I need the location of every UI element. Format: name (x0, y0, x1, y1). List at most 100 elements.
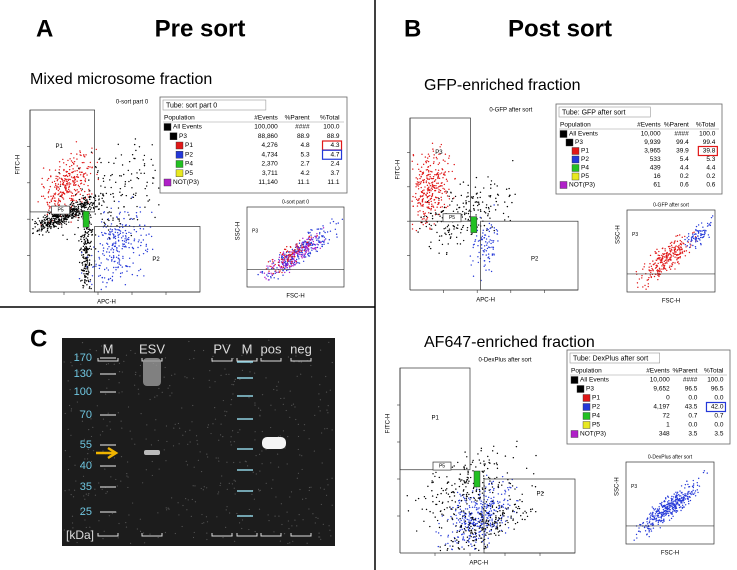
event-dot (53, 180, 56, 183)
event-dot (483, 463, 485, 465)
event-dot (126, 238, 128, 240)
table-cell: P2 (581, 156, 589, 163)
gel-noise (83, 438, 85, 440)
event-dot (439, 215, 441, 217)
gel-noise (219, 434, 222, 436)
gel-noise (84, 458, 86, 460)
gel-noise (322, 523, 324, 525)
event-dot (291, 262, 293, 265)
event-dot (450, 539, 453, 542)
event-dot (449, 506, 451, 508)
axis-label: APC-H (469, 561, 488, 567)
event-dot (524, 518, 526, 521)
event-dot (421, 508, 423, 510)
event-dot (424, 186, 426, 188)
event-dot (657, 510, 660, 512)
event-dot (498, 530, 501, 532)
population-swatch (571, 172, 580, 181)
event-dot (119, 230, 122, 232)
event-dot (439, 173, 441, 175)
gel-noise (189, 358, 191, 361)
event-dot (466, 456, 468, 458)
event-dot (438, 197, 440, 200)
event-dot (675, 505, 677, 508)
event-dot (84, 242, 87, 244)
event-dot (480, 500, 482, 502)
event-dot (652, 263, 655, 266)
event-dot (521, 493, 523, 495)
stats-table (566, 349, 731, 445)
event-dot (443, 183, 446, 186)
event-dot (284, 271, 286, 274)
table-cell: 4.4 (706, 165, 715, 172)
gel-noise (258, 453, 261, 455)
event-dot (427, 153, 430, 155)
table-cell: 96.5 (711, 386, 724, 393)
event-dot (130, 234, 133, 237)
event-dot (282, 261, 285, 263)
event-dot (84, 260, 86, 263)
table-cell: 42.0 (711, 404, 724, 411)
event-dot (45, 216, 48, 218)
event-dot (80, 238, 82, 240)
marker-size: 70 (80, 409, 92, 421)
event-dot (307, 255, 310, 257)
event-dot (474, 201, 477, 203)
event-dot (146, 181, 148, 184)
lane-label: pos (261, 341, 282, 356)
event-dot (274, 263, 276, 266)
event-dot (468, 527, 471, 529)
event-dot (480, 450, 482, 452)
event-dot (650, 271, 652, 274)
event-dot (280, 256, 283, 259)
event-dot (53, 200, 56, 202)
gel-noise (85, 526, 87, 529)
event-dot (119, 187, 122, 190)
event-dot (303, 255, 305, 257)
event-dot (286, 264, 289, 266)
event-dot (419, 181, 421, 183)
gel-noise (185, 498, 187, 500)
event-dot (422, 223, 424, 226)
event-dot (499, 524, 502, 527)
event-dot (277, 271, 280, 273)
event-dot (138, 146, 141, 148)
event-dot (481, 512, 483, 514)
gel-noise (118, 522, 120, 525)
event-dot (428, 212, 430, 214)
event-dot (447, 536, 449, 538)
event-dot (68, 174, 71, 177)
tube-name: Tube: sort part 0 (166, 102, 217, 109)
event-dot (692, 485, 695, 487)
gel-noise (318, 393, 320, 395)
event-dot (85, 249, 88, 252)
event-dot (491, 506, 494, 508)
gel-noise (208, 379, 210, 381)
event-dot (88, 198, 91, 201)
event-dot (295, 260, 297, 263)
event-dot (692, 233, 694, 235)
event-dot (54, 182, 57, 185)
event-dot (75, 193, 77, 196)
event-dot (64, 186, 66, 188)
event-dot (86, 228, 88, 230)
event-dot (423, 520, 425, 522)
table-cell: P2 (592, 404, 600, 411)
event-dot (291, 265, 293, 267)
gel-noise (193, 531, 195, 534)
gel-noise (145, 469, 147, 471)
event-dot (319, 228, 322, 230)
event-dot (92, 206, 95, 209)
event-dot (317, 228, 320, 230)
event-dot (500, 516, 503, 519)
event-dot (477, 240, 480, 242)
event-dot (54, 203, 56, 205)
event-dot (51, 181, 54, 184)
event-dot (435, 169, 437, 171)
event-dot (699, 242, 702, 245)
event-dot (125, 236, 127, 238)
event-dot (465, 480, 468, 483)
event-dot (89, 229, 92, 231)
event-dot (447, 518, 449, 521)
event-dot (257, 273, 259, 276)
